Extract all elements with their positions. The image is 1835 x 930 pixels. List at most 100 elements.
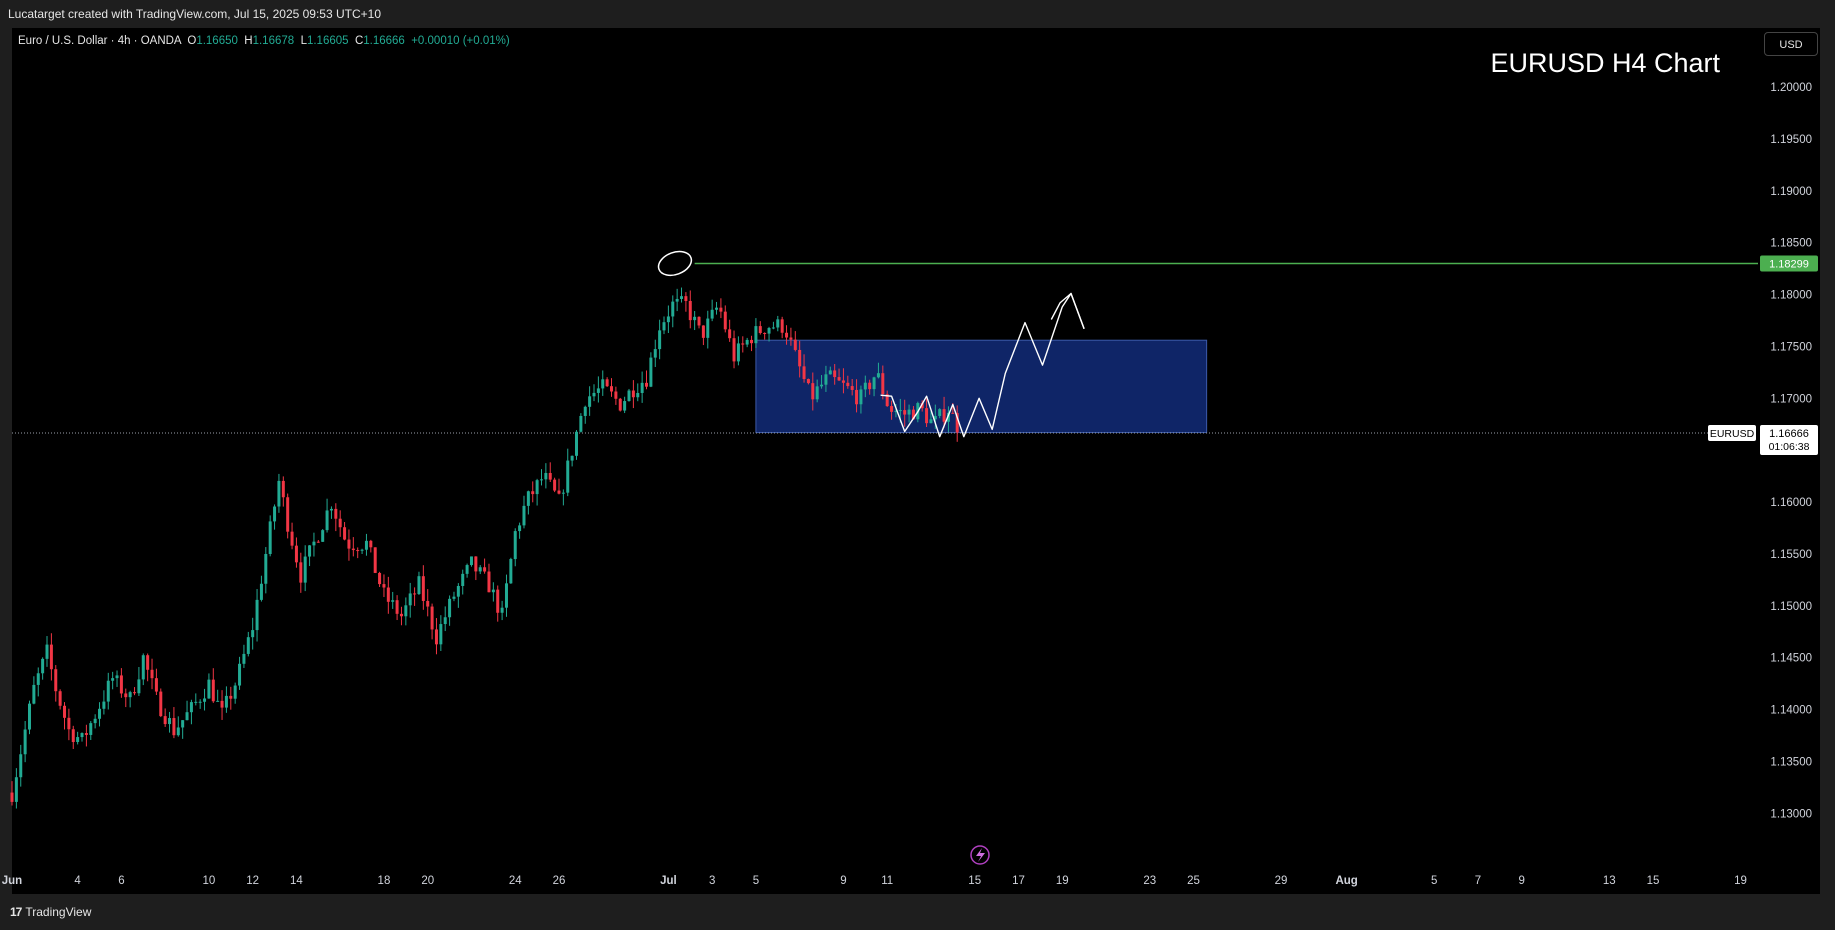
candle-body <box>63 705 67 718</box>
candle-body <box>605 379 609 387</box>
candle-body <box>618 398 622 411</box>
symbol-tag <box>1708 424 1756 441</box>
footer-bar: 17 TradingView <box>0 894 1835 930</box>
candle-body <box>373 547 377 573</box>
x-tick-label: 14 <box>290 875 303 887</box>
x-tick-label: 18 <box>378 875 391 887</box>
candle-body <box>111 678 115 681</box>
price-axis[interactable] <box>1758 28 1820 894</box>
candle-body <box>268 521 272 554</box>
candle-body <box>837 377 841 381</box>
candle-body <box>715 307 719 310</box>
candle-body <box>189 702 193 713</box>
symbol-label[interactable]: Euro / U.S. Dollar · 4h · OANDA <box>18 35 181 47</box>
candle-body <box>299 562 303 583</box>
candle-body <box>216 700 220 702</box>
candle-body <box>32 684 36 704</box>
candle-body <box>89 723 93 735</box>
candle-body <box>443 617 447 625</box>
candle-body <box>36 673 40 685</box>
candle-body <box>763 332 767 334</box>
candle-body <box>150 669 154 679</box>
candle-body <box>163 716 167 725</box>
supply-demand-zone[interactable] <box>755 339 1208 434</box>
candle-body <box>824 374 828 385</box>
candle-body <box>465 565 469 574</box>
candle-body <box>137 679 141 694</box>
candle-body <box>54 669 58 692</box>
candle-body <box>413 593 417 595</box>
projection-drawing[interactable] <box>880 292 1085 438</box>
candle-body <box>172 718 176 736</box>
candle-body <box>286 497 290 532</box>
candle-body <box>203 698 207 702</box>
tradingview-logo[interactable]: 17 TradingView <box>10 905 91 919</box>
candle-body <box>391 600 395 602</box>
candle-body <box>185 712 189 721</box>
open-value: 1.16650 <box>196 35 238 47</box>
candle-body <box>141 655 145 680</box>
candle-body <box>754 326 758 344</box>
candle-body <box>693 316 697 321</box>
candle-body <box>662 322 666 331</box>
chart-title: EURUSD H4 Chart <box>1490 48 1720 78</box>
candle-body <box>198 701 202 703</box>
candle-body <box>378 572 382 585</box>
candle-body <box>194 701 198 703</box>
candle-body <box>658 330 662 350</box>
candle-body <box>356 550 360 552</box>
candle-body <box>850 386 854 390</box>
candle-body <box>84 733 88 735</box>
candle-body <box>491 589 495 593</box>
candle-body <box>649 357 653 387</box>
candle-body <box>308 545 312 557</box>
candle-body <box>338 518 342 528</box>
candle-body <box>404 605 408 617</box>
candle-body <box>49 644 53 670</box>
candle-body <box>496 589 500 613</box>
candle-body <box>28 703 32 730</box>
candle-body <box>666 316 670 323</box>
candle-body <box>176 727 180 736</box>
candle-body <box>483 567 487 572</box>
candle-countdown-label: 01:06:38 <box>1769 441 1810 453</box>
candle-body <box>259 583 263 600</box>
candle-body <box>159 691 163 717</box>
close-label: C <box>354 35 364 47</box>
chart-area[interactable] <box>12 28 1820 894</box>
candle-body <box>938 409 942 416</box>
candle-body <box>548 472 552 480</box>
high-marker-circle[interactable] <box>655 247 694 279</box>
y-tick-label: 1.16000 <box>1770 497 1812 509</box>
candle-body <box>456 585 460 597</box>
projection-drawing-secondary[interactable] <box>1050 292 1085 330</box>
candle-body <box>181 720 185 728</box>
candle-body <box>815 386 819 400</box>
x-tick-label: 4 <box>74 875 81 887</box>
x-tick-label: 5 <box>1431 875 1437 887</box>
candle-body <box>596 388 600 393</box>
x-tick-label: 29 <box>1275 875 1288 887</box>
candle-body <box>579 415 583 432</box>
ohlc-legend: Euro / U.S. Dollar · 4h · OANDA O1.16650… <box>18 35 510 47</box>
candle-body <box>238 663 242 686</box>
candle-body <box>146 655 150 670</box>
candle-body <box>526 491 530 506</box>
candle-body <box>574 431 578 456</box>
y-tick-label: 1.13500 <box>1770 756 1812 768</box>
candle-body <box>890 406 894 412</box>
currency-button[interactable]: USD <box>1764 32 1818 56</box>
candle-body <box>255 599 259 631</box>
candle-body <box>776 319 780 328</box>
candle-body <box>911 409 915 420</box>
candle-body <box>872 377 876 390</box>
candle-body <box>408 593 412 606</box>
candle-body <box>434 629 438 645</box>
low-label: L <box>300 35 307 47</box>
lightning-icon[interactable] <box>970 845 990 865</box>
candle-body <box>98 708 102 719</box>
candle-body <box>876 373 880 378</box>
candle-body <box>246 637 250 654</box>
candle-body <box>535 480 539 495</box>
